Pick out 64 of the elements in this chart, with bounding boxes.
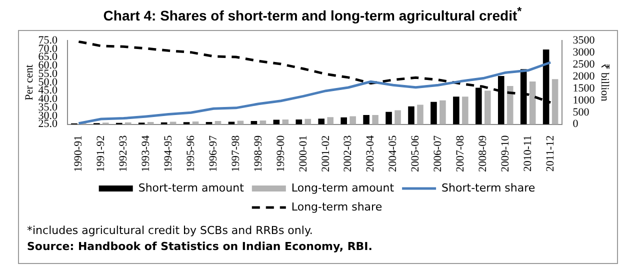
x-tick-label: 1992-93 — [118, 134, 130, 172]
y2-tick-label: 2500 — [572, 58, 596, 70]
x-tick-label: 2005-06 — [410, 134, 422, 172]
chart-title: Chart 4: Shares of short-term and long-term agricultural credit$^{*}$ — [102, 4, 523, 24]
x-tick-label: 1994-95 — [162, 134, 174, 172]
x-tick-label: 2001-02 — [320, 135, 332, 172]
x-tick-label: 1998-99 — [252, 134, 264, 172]
x-tick-label: 2010-11 — [522, 135, 534, 172]
x-tick-label: 1996-97 — [207, 134, 220, 172]
bar — [363, 115, 370, 124]
x-tick-label: 2007-08 — [454, 134, 467, 172]
bar — [484, 90, 491, 124]
bar — [408, 106, 414, 124]
x-tick-label: 2008-09 — [477, 134, 490, 172]
y2-tick-label: 1500 — [572, 82, 596, 94]
bar — [440, 100, 446, 124]
text: *includes agricultural credit by SCBs and RRBs only. — [27, 223, 314, 239]
bar — [394, 110, 401, 124]
y2-tick-label: 3000 — [572, 46, 596, 58]
legend-label: Short-term amount — [138, 181, 245, 194]
bar — [340, 117, 347, 124]
bar — [372, 115, 378, 124]
x-tick-label: 1997-98 — [230, 134, 242, 172]
x-tick-label: 2006-07 — [432, 134, 444, 172]
bar — [304, 118, 312, 124]
bar — [350, 116, 356, 124]
y-tick-label: 25.0 — [38, 118, 58, 130]
y2-axis-title: ₹ billion — [598, 64, 611, 102]
y-axis-title: Per cent — [23, 64, 36, 100]
y2-tick-label: 1000 — [572, 94, 596, 106]
y2-tick-label: 2000 — [572, 70, 596, 82]
source-note: Source: Handbook of Statistics on Indian Economy, RBI. — [27, 239, 374, 255]
bar — [296, 120, 302, 124]
y2-tick-label: 0 — [572, 118, 579, 130]
legend-label: Short-term share — [442, 181, 536, 194]
bar — [417, 104, 424, 124]
x-tick-label: 2003-04 — [364, 134, 377, 172]
bar — [237, 120, 244, 124]
bar — [327, 117, 334, 124]
x-tick-label: 1999-00 — [274, 134, 287, 172]
x-tick-label: 1990-91 — [72, 135, 85, 172]
bar — [552, 79, 558, 124]
x-tick-label: 1995-96 — [184, 134, 197, 172]
y2-tick-label: 500 — [572, 106, 590, 118]
x-tick-label: 2000-01 — [297, 135, 310, 172]
x-tick-label: 1993-94 — [140, 134, 152, 172]
bar — [170, 122, 176, 124]
legend-label: Long-term amount — [291, 181, 395, 194]
x-tick-label: 2011-12 — [544, 135, 556, 172]
bar — [506, 86, 514, 124]
x-tick-label: 2002-03 — [342, 134, 354, 172]
bar — [453, 96, 460, 124]
bar — [386, 112, 392, 124]
y2-tick-label: 3500 — [572, 34, 596, 46]
bar — [462, 96, 468, 124]
legend-label: Long-term share — [291, 200, 382, 214]
bar — [318, 118, 325, 124]
x-tick-label: 2009-10 — [500, 134, 512, 172]
bar — [529, 82, 536, 124]
x-tick-label: 1991-92 — [95, 135, 108, 172]
bar — [282, 120, 289, 124]
bar — [228, 122, 235, 124]
x-tick-label: 2004-05 — [387, 134, 400, 172]
bar — [430, 102, 437, 124]
